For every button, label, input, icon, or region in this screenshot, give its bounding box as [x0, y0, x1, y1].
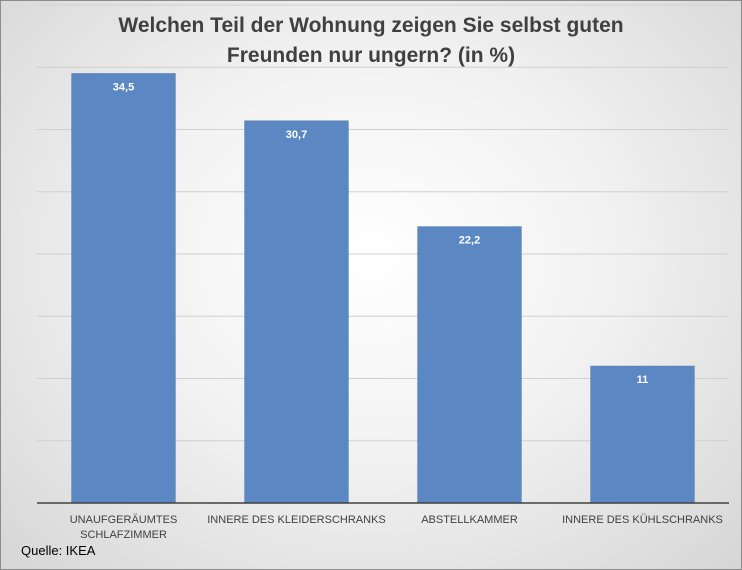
category-label: UNAUFGERÄUMTES SCHLAFZIMMER [70, 514, 178, 541]
bar [71, 73, 176, 504]
data-label: 30,7 [286, 129, 307, 141]
category-label: INNERE DES KLEIDERSCHRANKS [207, 514, 386, 526]
category-label: ABSTELLKAMMER [421, 514, 518, 526]
bar [417, 226, 522, 504]
bar [244, 120, 349, 504]
category-label-line: UNAUFGERÄUMTES [70, 514, 178, 526]
category-label-line: SCHLAFZIMMER [80, 529, 167, 541]
category-label: INNERE DES KÜHLSCHRANKS [562, 514, 723, 526]
data-label: 34,5 [113, 81, 134, 93]
chart-title-line-1: Welchen Teil der Wohnung zeigen Sie selb… [118, 14, 624, 37]
source-note: Quelle: IKEA [21, 543, 96, 558]
chart-title-line-2: Freunden nur ungern? (in %) [226, 44, 516, 67]
category-label-line: ABSTELLKAMMER [421, 514, 518, 526]
data-label: 22,2 [459, 235, 480, 247]
data-label: 11 [637, 374, 649, 386]
category-label-line: INNERE DES KLEIDERSCHRANKS [207, 514, 386, 526]
category-label-line: INNERE DES KÜHLSCHRANKS [562, 514, 723, 526]
chart-title: Welchen Teil der Wohnung zeigen Sie selb… [1, 11, 741, 71]
bar [590, 365, 695, 504]
